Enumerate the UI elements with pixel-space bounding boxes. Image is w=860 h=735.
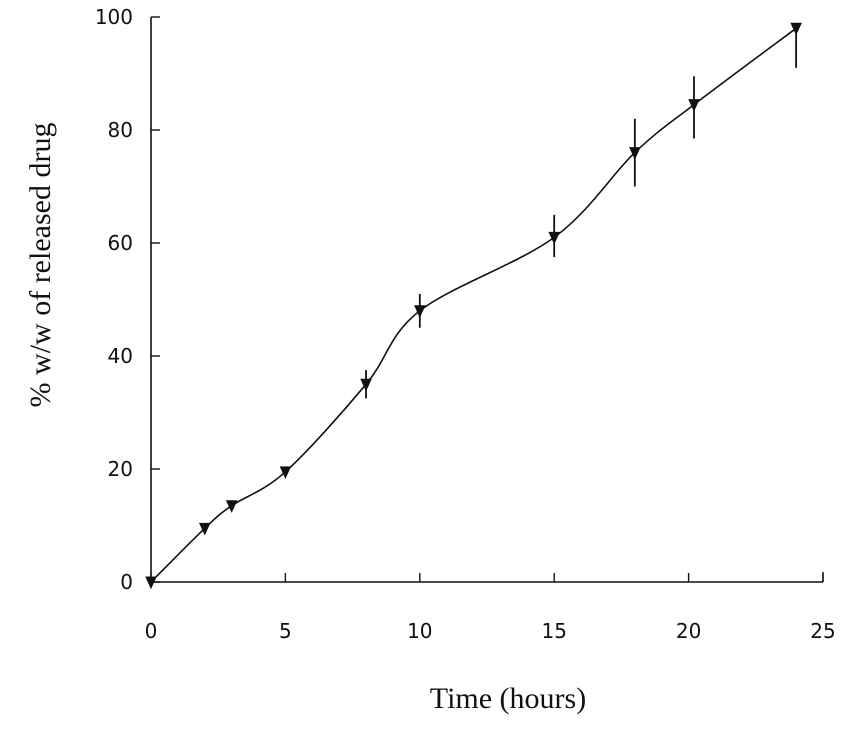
data-point: [225, 500, 238, 513]
axes: 0 20 40 60 80 100 0 5 10 15 20 25: [95, 5, 836, 643]
data-point: [688, 99, 700, 112]
data-point: [548, 231, 560, 245]
data-point: [198, 522, 211, 536]
x-tick-label: 5: [279, 619, 292, 643]
data-point: [414, 305, 426, 319]
release-curve: [150, 27, 797, 583]
x-tick-label: 20: [676, 619, 701, 643]
x-axis-label: Time (hours): [430, 682, 586, 715]
x-tick-label: 15: [541, 619, 566, 643]
data-point: [629, 147, 641, 160]
x-tick-label: 0: [145, 619, 158, 643]
y-tick-label: 60: [108, 231, 133, 255]
data-point: [790, 22, 802, 36]
y-tick-label: 40: [108, 344, 133, 368]
y-axis-label: % w/w of released drug: [24, 123, 57, 408]
x-tick-label: 10: [407, 619, 432, 643]
curve-layer: [150, 27, 797, 583]
data-markers: [145, 22, 802, 590]
y-tick-label: 0: [120, 570, 133, 594]
data-point: [279, 466, 292, 480]
x-tick-label: 25: [810, 619, 835, 643]
data-point: [360, 378, 372, 392]
y-tick-label: 100: [95, 5, 133, 29]
y-tick-label: 20: [108, 457, 133, 481]
y-tick-label: 80: [108, 118, 133, 142]
data-point: [145, 576, 157, 590]
